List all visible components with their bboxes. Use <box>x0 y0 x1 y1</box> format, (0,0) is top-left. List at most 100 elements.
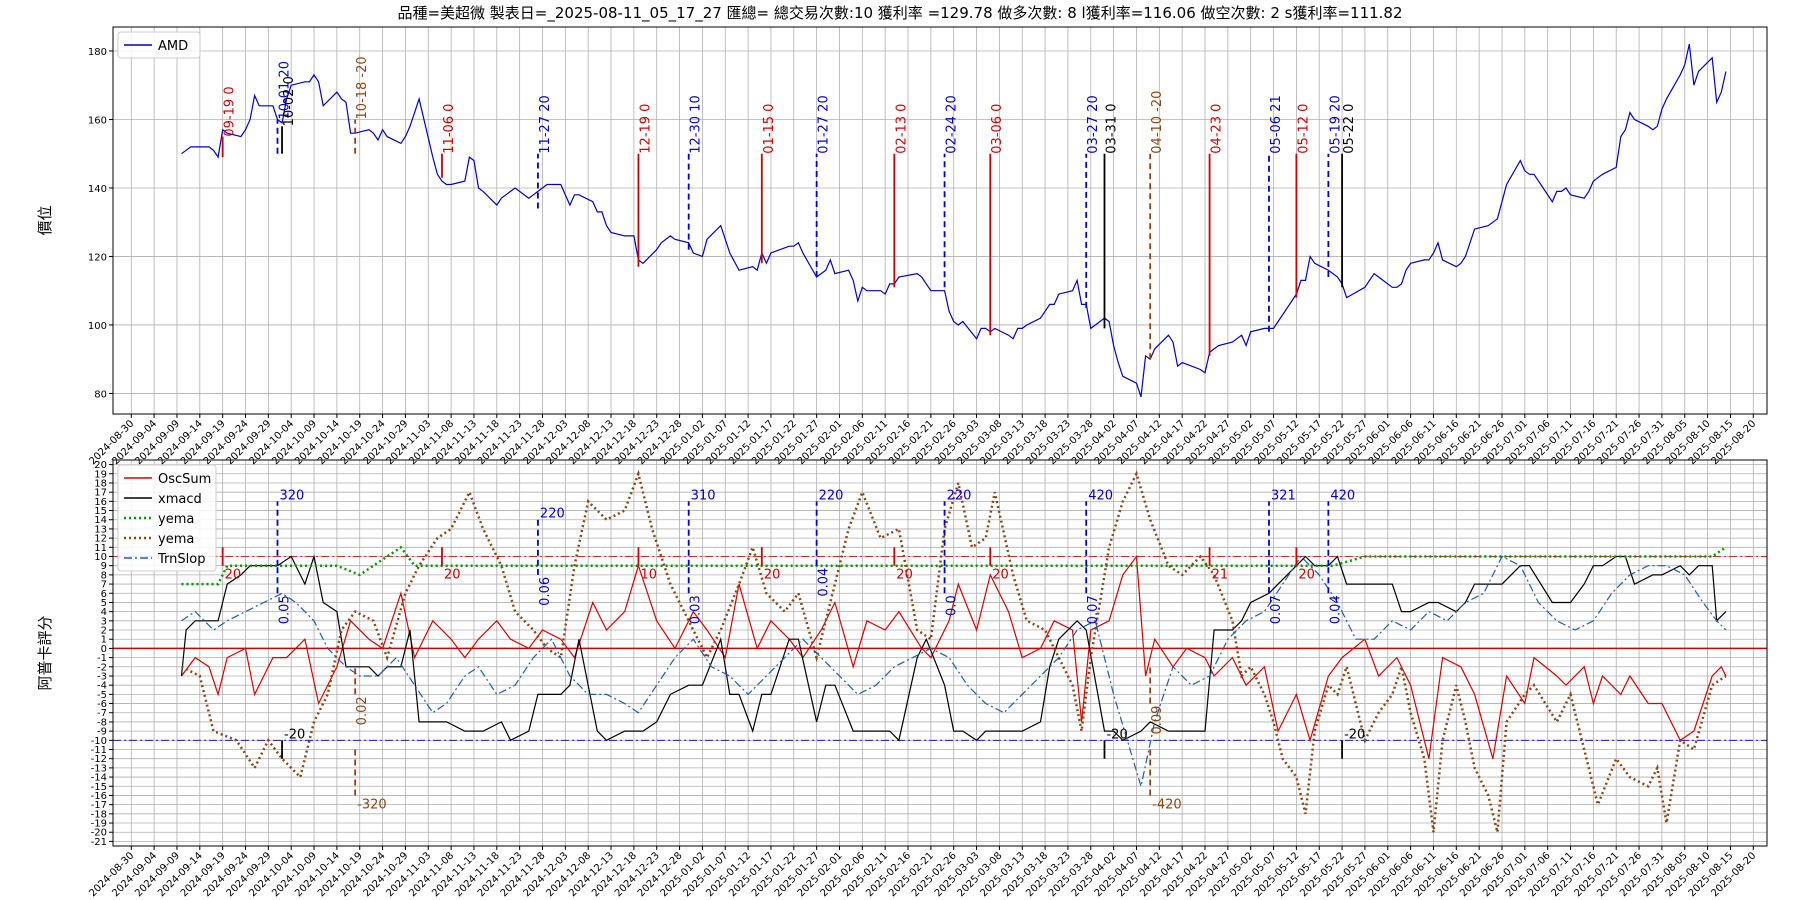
signal-label: 0.07 <box>1086 595 1101 624</box>
signal-label: 0.06 <box>538 577 553 606</box>
series-line-xmacd <box>180 554 1727 742</box>
y-tick-label: 140 <box>88 184 107 195</box>
y-tick-label: 1 <box>101 635 107 646</box>
y-tick-label: -8 <box>97 717 107 728</box>
signal-label: 20 <box>225 568 242 583</box>
signal-label: 321 <box>1271 488 1296 503</box>
signal-label: 0.07 <box>1269 595 1284 624</box>
y-tick-label: 180 <box>88 47 107 58</box>
signal-label: 01-27 20 <box>817 95 832 153</box>
y-tick-label: 2 <box>101 626 107 637</box>
y-tick-label: -10 <box>91 736 107 747</box>
signal-label: 10-01 20 <box>277 61 292 119</box>
y-tick-label: -18 <box>91 809 107 820</box>
y-tick-label: 19 <box>94 469 107 480</box>
y-tick-label: 6 <box>101 589 107 600</box>
signal-label: 0.03 <box>689 595 704 624</box>
series-line-trnslop <box>181 555 1727 787</box>
y-tick-label: -13 <box>91 763 107 774</box>
y-tick-label: -5 <box>97 690 107 701</box>
signal-label: 0.02 <box>355 696 370 725</box>
grid <box>113 27 1767 414</box>
y-tick-label: 9 <box>101 561 107 572</box>
y-tick-label: -21 <box>91 837 107 848</box>
signal-label: 05-22 0 <box>1342 104 1357 154</box>
y-tick-label: 11 <box>94 543 107 554</box>
series-line-oscsum <box>181 554 1727 759</box>
plot-frame <box>112 26 1768 415</box>
y-tick-label: 13 <box>94 524 107 535</box>
signal-label: 10 <box>640 568 657 583</box>
signal-label: 09-19 0 <box>223 86 238 136</box>
y-tick-label: 0 <box>101 644 107 655</box>
series-line-yema <box>180 469 1727 833</box>
y-tick-label: -14 <box>91 773 107 784</box>
y-tick-label: 20 <box>94 460 107 471</box>
y-tick-label: 8 <box>101 570 107 581</box>
legend-label: yema <box>158 512 194 527</box>
legend-label: TrnSlop <box>157 552 205 567</box>
y-tick-label: 12 <box>94 534 107 545</box>
y-tick-label: -16 <box>91 791 107 802</box>
signal-label: 02-24 20 <box>945 95 960 153</box>
y-tick-label: 15 <box>94 506 107 517</box>
legend: OscSum xmacd yema yema TrnSlop <box>117 464 217 572</box>
signal-label: 420 <box>1088 488 1113 503</box>
signal-label: 03-31 0 <box>1104 104 1119 154</box>
y-tick-label: -15 <box>91 782 107 793</box>
y-axis-label: 價位 <box>36 205 54 235</box>
y-tick-label: -3 <box>97 671 107 682</box>
y-tick-label: -6 <box>97 699 107 710</box>
signal-label: 05-19 20 <box>1328 95 1343 153</box>
signal-label: 03-06 0 <box>990 104 1005 154</box>
signal-label: 12-19 0 <box>638 104 653 154</box>
y-tick-label: 14 <box>94 515 107 526</box>
legend-box <box>117 31 201 59</box>
signal-label: 21 <box>1212 568 1229 583</box>
y-tick-label: -17 <box>91 800 107 811</box>
y-tick-label: -1 <box>97 653 107 664</box>
signal-label: 0.04 <box>1328 595 1343 624</box>
series-line-amd <box>181 43 1727 398</box>
y-tick-label: 100 <box>88 321 107 332</box>
y-tick-label: 7 <box>101 580 107 591</box>
signal-label: 20 <box>444 568 461 583</box>
plot-frame <box>112 459 1768 847</box>
y-tick-label: 80 <box>94 389 107 400</box>
y-tick-label: 18 <box>94 478 107 489</box>
signal-label: 0.04 <box>817 568 832 597</box>
y-tick-label: -7 <box>97 708 107 719</box>
signal-label: 04-23 0 <box>1210 104 1225 154</box>
y-tick-label: -19 <box>91 819 107 830</box>
grid <box>113 460 1767 846</box>
y-tick-label: 3 <box>101 616 107 627</box>
series-line-yema <box>181 545 1727 586</box>
panel-2: 203200.05-20-3200.02202200.06103100.0320… <box>36 459 1768 899</box>
legend-box <box>117 464 217 572</box>
signal-label: 04-10 -20 <box>1150 91 1165 154</box>
y-tick-label: -12 <box>91 754 107 765</box>
signal-label: 05-06 21 <box>1269 95 1284 153</box>
legend-label: yema <box>158 532 194 547</box>
y-tick-label: 16 <box>94 497 107 508</box>
signal-label: 03-27 20 <box>1086 95 1101 153</box>
signal-label: -20 <box>1344 727 1365 742</box>
signal-label: 0.0 <box>945 595 960 616</box>
signal-label: -20 <box>284 727 305 742</box>
signal-label: 310 <box>691 488 716 503</box>
signal-label: 20 <box>1298 568 1315 583</box>
signal-label: 10-02 0 <box>282 76 297 126</box>
y-tick-label: -20 <box>91 828 107 839</box>
signal-label: 220 <box>819 488 844 503</box>
y-tick-label: 4 <box>101 607 107 618</box>
y-axis-label: 阿普卡評分 <box>36 615 54 690</box>
legend-label: AMD <box>158 39 188 54</box>
y-tick-label: -9 <box>97 727 107 738</box>
signal-label: 02-13 0 <box>894 104 909 154</box>
signal-label: 20 <box>896 568 913 583</box>
signal-label: 11-06 0 <box>442 104 457 154</box>
signal-label: -20 <box>1106 727 1127 742</box>
signal-label: 20 <box>992 568 1009 583</box>
